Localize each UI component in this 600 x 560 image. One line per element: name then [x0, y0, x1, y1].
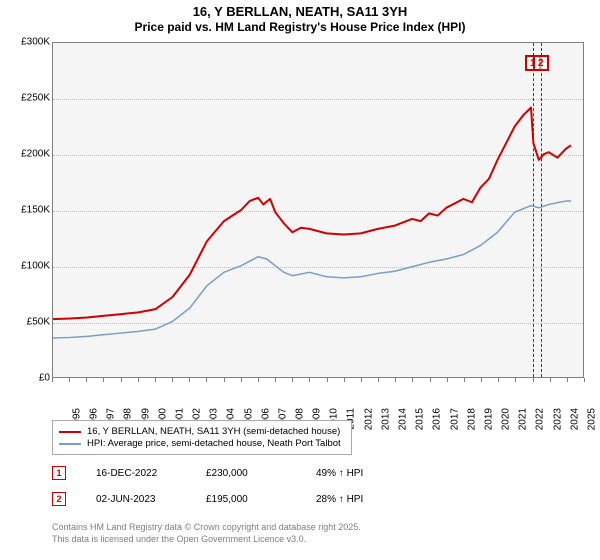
sale-price: £230,000 — [206, 468, 286, 479]
sale-vs-hpi: 49% ↑ HPI — [316, 468, 396, 479]
sale-price: £195,000 — [206, 494, 286, 505]
chart-title: 16, Y BERLLAN, NEATH, SA11 3YH — [0, 4, 600, 19]
x-tick-label: 2023 — [552, 408, 563, 430]
y-tick-label: £150K — [21, 205, 50, 216]
y-tick-label: £0 — [39, 373, 50, 384]
x-tick-label: 2024 — [569, 408, 580, 430]
legend-label: 16, Y BERLLAN, NEATH, SA11 3YH (semi-det… — [87, 426, 340, 437]
legend-item: HPI: Average price, semi-detached house,… — [59, 438, 345, 449]
x-tick-label: 2015 — [414, 408, 425, 430]
legend-label: HPI: Average price, semi-detached house,… — [87, 438, 341, 449]
sale-date: 16-DEC-2022 — [96, 468, 176, 479]
x-tick-label: 2013 — [380, 408, 391, 430]
x-tick-label: 2025 — [586, 408, 597, 430]
y-tick-label: £250K — [21, 93, 50, 104]
x-tick-label: 2012 — [363, 408, 374, 430]
x-tick-label: 2016 — [432, 408, 443, 430]
line-series-svg — [53, 43, 583, 377]
chart-subtitle: Price paid vs. HM Land Registry's House … — [0, 20, 600, 34]
sale-date: 02-JUN-2023 — [96, 494, 176, 505]
series-line — [53, 108, 571, 320]
sale-row: 2 02-JUN-2023 £195,000 28% ↑ HPI — [52, 492, 396, 506]
plot-marker-box: 2 — [533, 55, 549, 71]
y-tick-label: £300K — [21, 37, 50, 48]
y-tick-label: £100K — [21, 261, 50, 272]
legend-swatch-red — [59, 431, 81, 433]
y-tick-label: £50K — [27, 317, 50, 328]
x-tick-label: 2019 — [483, 408, 494, 430]
legend-item: 16, Y BERLLAN, NEATH, SA11 3YH (semi-det… — [59, 426, 345, 437]
x-tick-label: 2022 — [535, 408, 546, 430]
x-tick-label: 2020 — [500, 408, 511, 430]
footer-line-2: This data is licensed under the Open Gov… — [52, 534, 361, 546]
x-tick-label: 2018 — [466, 408, 477, 430]
sale-vs-hpi: 28% ↑ HPI — [316, 494, 396, 505]
legend-swatch-blue — [59, 443, 81, 445]
x-tick-label: 2014 — [397, 408, 408, 430]
footer-line-1: Contains HM Land Registry data © Crown c… — [52, 522, 361, 534]
y-tick-label: £200K — [21, 149, 50, 160]
legend-box: 16, Y BERLLAN, NEATH, SA11 3YH (semi-det… — [52, 420, 352, 455]
sale-marker-box: 2 — [52, 492, 66, 506]
plot-area: 12 — [52, 42, 584, 378]
footer-text: Contains HM Land Registry data © Crown c… — [52, 522, 361, 545]
chart-container: 16, Y BERLLAN, NEATH, SA11 3YH Price pai… — [0, 0, 600, 560]
x-tick-label: 2017 — [449, 408, 460, 430]
sale-row: 1 16-DEC-2022 £230,000 49% ↑ HPI — [52, 466, 396, 480]
x-tick-label: 2021 — [517, 408, 528, 430]
series-line — [53, 201, 571, 338]
sale-marker-box: 1 — [52, 466, 66, 480]
